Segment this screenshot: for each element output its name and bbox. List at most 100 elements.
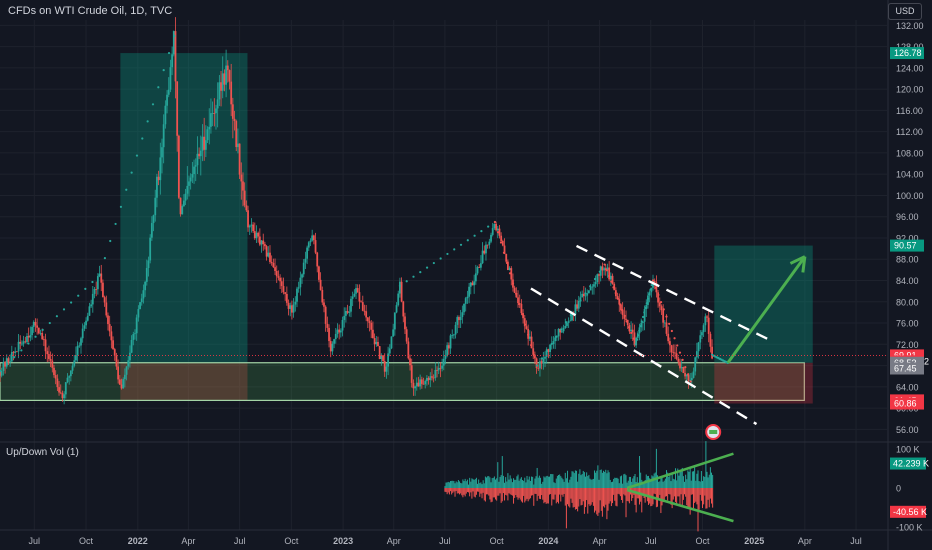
candle-body — [582, 293, 585, 297]
time-axis-tick-label: 2022 — [128, 536, 148, 546]
candle-body — [446, 345, 449, 356]
candle-body — [12, 352, 15, 353]
swing-dot — [623, 314, 626, 317]
swing-dot — [676, 344, 679, 347]
swing-dot — [621, 309, 624, 312]
candle-body — [353, 293, 356, 297]
time-axis-tick-label: Oct — [284, 536, 299, 546]
candle-body — [456, 317, 459, 325]
candle-body — [704, 316, 707, 326]
candle-body — [471, 282, 474, 286]
swing-dot — [480, 230, 483, 233]
candle-body — [147, 260, 150, 268]
price-axis-tick-label: 76.00 — [896, 319, 919, 329]
candle-body — [586, 293, 589, 296]
candle-body — [616, 296, 619, 300]
candle-body — [250, 224, 253, 226]
candle-body — [110, 331, 113, 341]
swing-dot — [643, 311, 646, 314]
candle-body — [348, 311, 351, 313]
candle-body — [316, 252, 319, 267]
candle-body — [198, 153, 201, 157]
candle-body — [204, 140, 207, 150]
candle-body — [474, 273, 477, 282]
candle-body — [211, 113, 214, 114]
candle-body — [631, 329, 634, 333]
price-label-badge: 126.78 — [890, 47, 924, 60]
candle-body — [331, 343, 334, 352]
candle-body — [690, 377, 693, 380]
candle-body — [272, 262, 275, 268]
candle-body — [102, 282, 104, 298]
swing-dot — [673, 337, 676, 340]
time-axis-tick-label: Oct — [696, 536, 711, 546]
candle-body — [88, 306, 91, 316]
swing-dot — [520, 313, 524, 316]
candle-body — [539, 361, 541, 369]
volume-indicator-title[interactable]: Up/Down Vol (1) — [6, 447, 79, 458]
candle-body — [390, 336, 393, 349]
candle-body — [442, 358, 445, 366]
candle-body — [350, 298, 352, 312]
candle-body — [481, 250, 484, 264]
candle-body — [123, 374, 126, 380]
price-label-text: 90.57 — [894, 241, 917, 251]
candle-body — [113, 349, 116, 356]
price-axis: 56.0060.0064.0068.0072.0076.0080.0084.00… — [890, 21, 929, 435]
candle-body — [591, 286, 594, 288]
candle-body — [684, 373, 686, 377]
candle-body — [139, 302, 141, 310]
candle-body — [485, 244, 487, 254]
candle-body — [41, 333, 44, 340]
candle-body — [262, 240, 265, 245]
swing-dot — [625, 320, 628, 323]
candle-body — [405, 329, 408, 342]
swing-dot — [125, 188, 128, 191]
candle-body — [685, 374, 688, 377]
candle-body — [14, 351, 17, 353]
swing-dot — [499, 241, 503, 244]
candle-body — [552, 341, 555, 345]
candle-body — [584, 295, 587, 297]
price-axis-tick-label: 64.00 — [896, 382, 919, 392]
candle-body — [641, 321, 644, 323]
candle-body — [201, 136, 204, 151]
candle-body — [338, 329, 341, 333]
price-axis-tick-label: 132.00 — [896, 21, 924, 31]
candle-body — [675, 353, 678, 359]
candle-body — [81, 328, 84, 339]
candle-body — [296, 288, 298, 302]
candle-body — [496, 228, 499, 231]
candle-body — [150, 223, 153, 238]
grid-lines — [0, 20, 887, 530]
swing-dot — [130, 171, 133, 174]
candle-body — [145, 267, 148, 282]
candle-body — [164, 105, 167, 125]
currency-button[interactable]: USD — [888, 3, 922, 20]
candle-body — [90, 304, 93, 307]
price-axis-tick-label: 108.00 — [896, 148, 924, 158]
candle-body — [382, 355, 384, 362]
candle-body — [415, 382, 418, 387]
candle-body — [515, 292, 518, 298]
time-axis-tick-label: Jul — [645, 536, 657, 546]
price-axis-tick-label: 84.00 — [896, 276, 919, 286]
swing-dot — [605, 269, 608, 272]
swing-dot — [453, 248, 456, 251]
swing-dot — [665, 315, 668, 318]
swing-dot — [540, 357, 544, 360]
swing-dot — [446, 252, 449, 256]
candle-body — [601, 266, 604, 271]
price-axis-tick-label: 112.00 — [896, 127, 923, 137]
candle-body — [660, 306, 663, 311]
candle-body — [432, 377, 435, 379]
candle-body — [682, 366, 685, 374]
candle-body — [130, 339, 133, 353]
candle-body — [333, 339, 336, 344]
candle-body — [549, 344, 551, 353]
candle-body — [478, 267, 481, 268]
candle-body — [174, 31, 177, 82]
swing-dot — [48, 321, 51, 325]
swing-dot — [466, 239, 469, 242]
